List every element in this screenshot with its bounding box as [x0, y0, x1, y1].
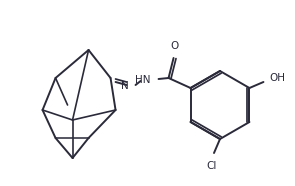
Text: N: N — [121, 81, 129, 91]
Text: OH: OH — [269, 73, 286, 83]
Text: O: O — [171, 41, 179, 51]
Text: Cl: Cl — [207, 161, 217, 171]
Text: HN: HN — [135, 75, 150, 85]
